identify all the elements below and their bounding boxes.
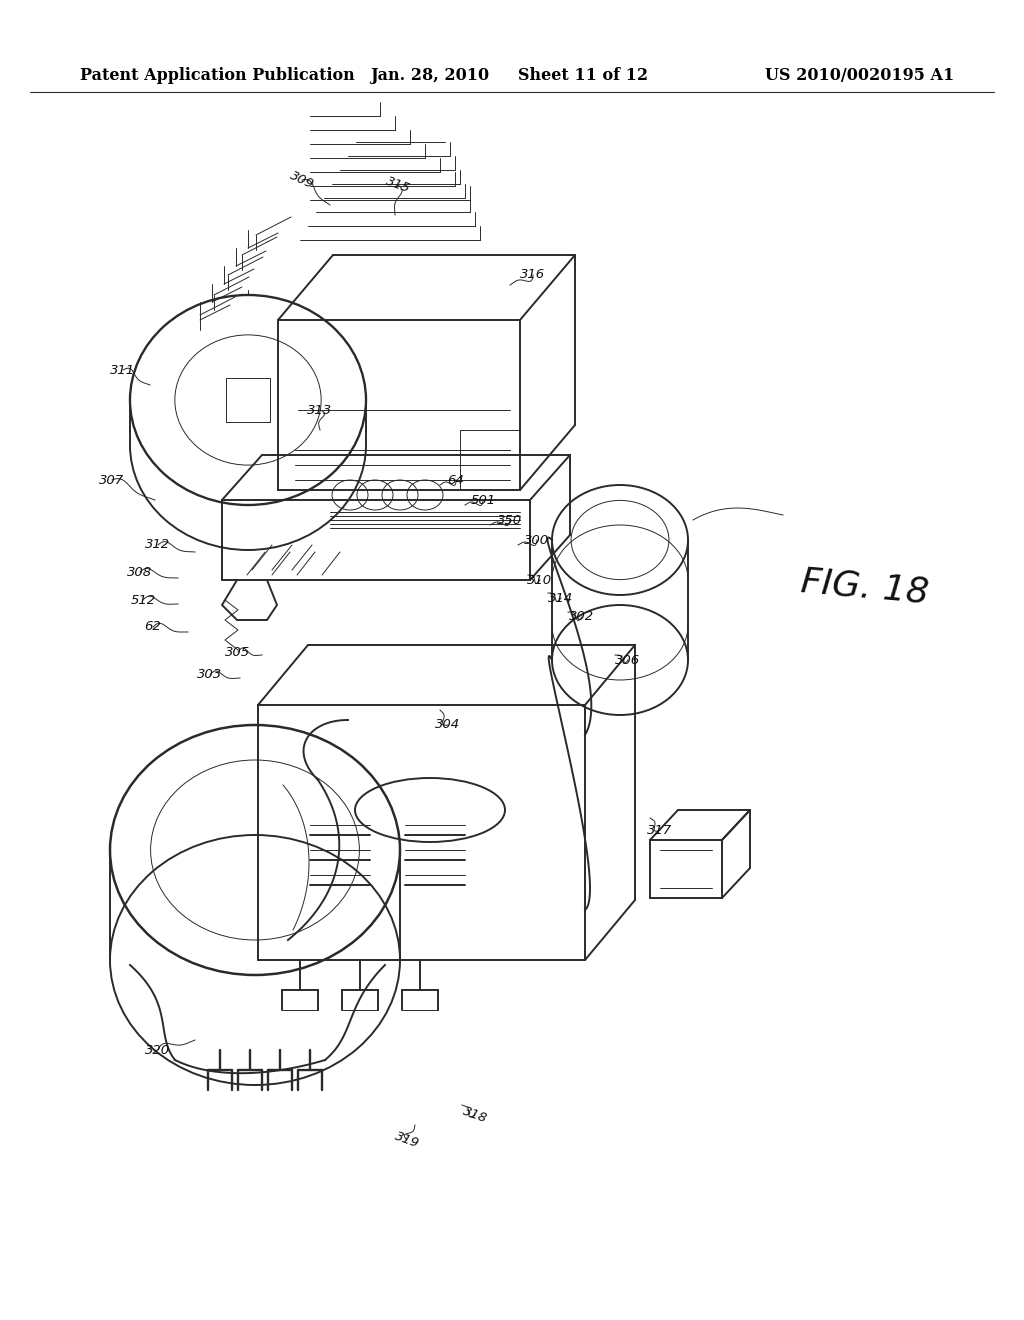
Text: 501: 501: [470, 494, 496, 507]
Text: 317: 317: [647, 824, 673, 837]
Text: 350: 350: [498, 513, 522, 527]
Text: 312: 312: [145, 539, 171, 552]
Text: 308: 308: [127, 565, 153, 578]
Text: 303: 303: [198, 668, 222, 681]
Text: 309: 309: [288, 169, 316, 191]
Text: 313: 313: [307, 404, 333, 417]
Text: Patent Application Publication: Patent Application Publication: [80, 66, 354, 83]
Text: Sheet 11 of 12: Sheet 11 of 12: [518, 66, 648, 83]
Text: 319: 319: [393, 1130, 421, 1151]
Text: 311: 311: [111, 363, 135, 376]
Text: FIG. 18: FIG. 18: [800, 565, 931, 610]
Text: 315: 315: [384, 174, 412, 195]
Text: 304: 304: [435, 718, 461, 731]
Text: US 2010/0020195 A1: US 2010/0020195 A1: [765, 66, 954, 83]
Text: 302: 302: [569, 610, 595, 623]
Text: 307: 307: [99, 474, 125, 487]
Text: 316: 316: [520, 268, 546, 281]
Text: 300: 300: [524, 533, 550, 546]
Text: 318: 318: [461, 1105, 489, 1126]
Text: 320: 320: [145, 1044, 171, 1056]
Text: 306: 306: [615, 653, 641, 667]
Text: 62: 62: [144, 620, 162, 634]
Text: 305: 305: [225, 645, 251, 659]
Text: 512: 512: [130, 594, 156, 606]
Text: Jan. 28, 2010: Jan. 28, 2010: [371, 66, 489, 83]
Text: 64: 64: [447, 474, 464, 487]
Text: 314: 314: [549, 591, 573, 605]
Text: 310: 310: [527, 573, 553, 586]
